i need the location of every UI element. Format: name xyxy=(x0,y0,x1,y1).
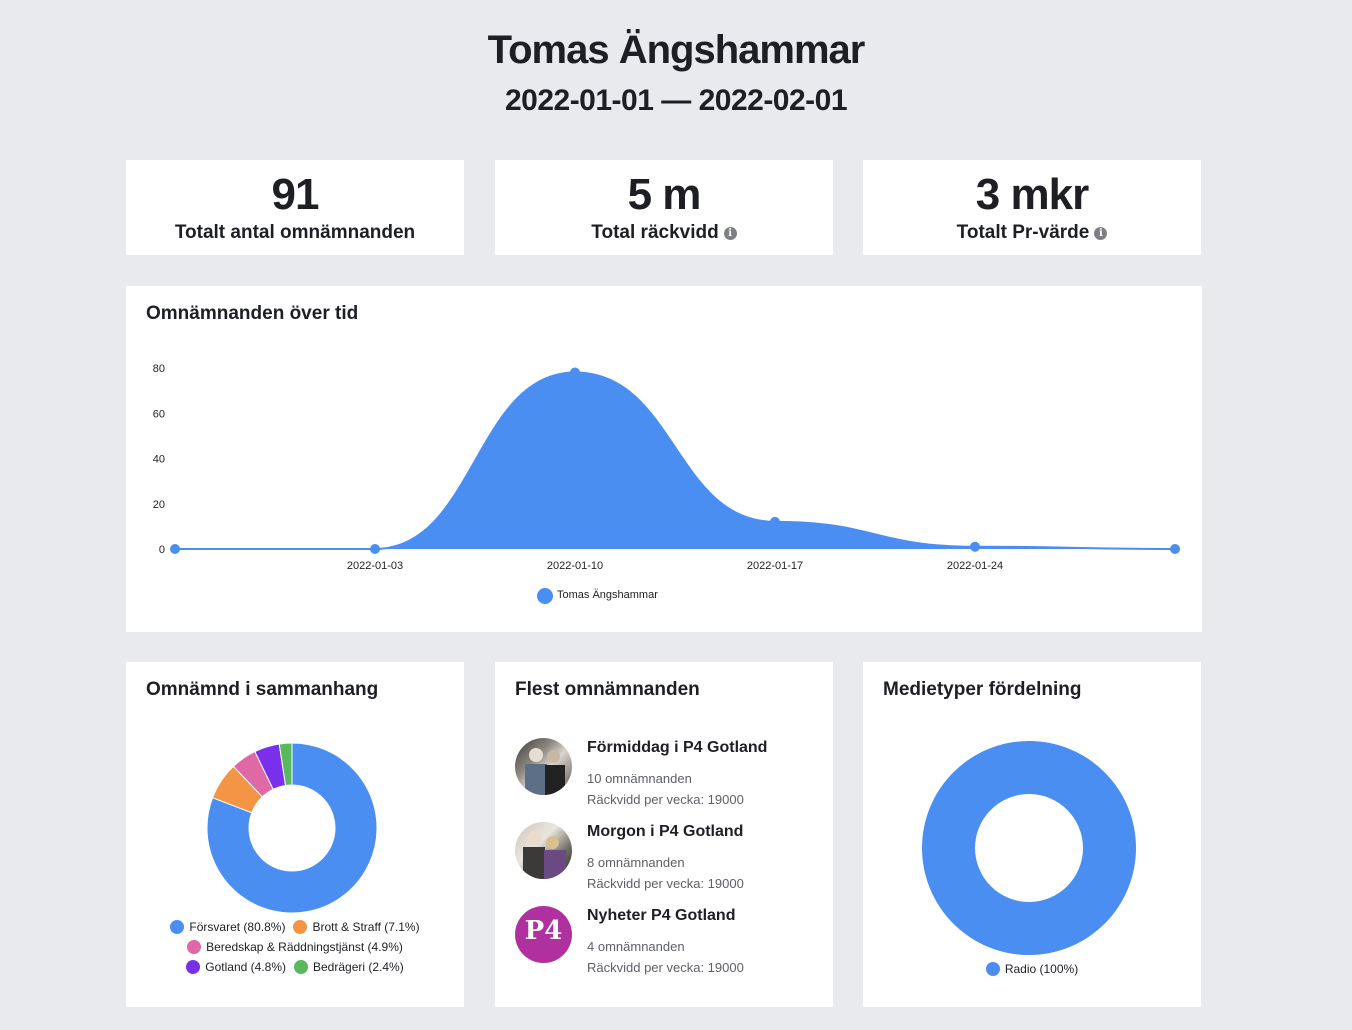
context-legend: Försvaret (80.8%) Brott & Straff (7.1%) Be… xyxy=(126,920,464,980)
kpi-card-mentions: 91 Totalt antal omnämnanden xyxy=(126,160,464,255)
y-tick-label: 60 xyxy=(153,408,165,420)
context-donut-chart xyxy=(206,742,378,914)
legend-marker xyxy=(186,960,201,974)
legend-marker xyxy=(985,962,1000,976)
data-point[interactable] xyxy=(970,541,980,552)
media-item[interactable]: P4 Nyheter P4 Gotland 4 omnämnanden Räckv… xyxy=(515,906,744,978)
x-tick-label: 2022-01-17 xyxy=(747,560,803,572)
media-name[interactable]: Nyheter P4 Gotland xyxy=(587,907,736,924)
legend-marker xyxy=(170,920,185,934)
media-item[interactable]: Morgon i P4 Gotland 8 omnämnanden Räckvid… xyxy=(515,822,744,894)
kpi-label-reach: Total räckvidd xyxy=(591,222,719,243)
media-count: 10 omnämnanden xyxy=(587,771,692,786)
kpi-label-mentions: Totalt antal omnämnanden xyxy=(174,222,416,243)
legend-item[interactable]: Bedrägeri (2.4%) xyxy=(294,960,404,974)
y-tick-label: 80 xyxy=(153,363,165,375)
media-avatar xyxy=(515,822,572,879)
legend-label[interactable]: Tomas Ängshammar xyxy=(557,589,658,601)
series-area xyxy=(175,372,1175,549)
kpi-value-mentions: 91 xyxy=(271,170,320,219)
legend-label: Brott & Straff (7.1%) xyxy=(312,920,420,934)
data-point[interactable] xyxy=(570,367,580,378)
legend-label: Gotland (4.8%) xyxy=(205,960,286,974)
y-tick-label: 40 xyxy=(153,454,165,466)
context-title: Omnämnd i sammanhang xyxy=(146,679,379,700)
legend-item[interactable]: Gotland (4.8%) xyxy=(186,960,286,974)
x-tick-label: 2022-01-10 xyxy=(547,560,603,572)
media-count: 8 omnämnanden xyxy=(587,855,685,870)
media-types-title: Medietyper fördelning xyxy=(883,679,1082,700)
media-types-donut-chart xyxy=(922,741,1136,955)
media-avatar xyxy=(515,738,572,795)
data-point[interactable] xyxy=(770,516,780,527)
legend-marker[interactable] xyxy=(537,588,553,604)
legend-row: Beredskap & Räddningstjänst (4.9%) xyxy=(126,940,464,954)
info-icon[interactable]: i xyxy=(1094,226,1108,240)
legend-row: Försvaret (80.8%) Brott & Straff (7.1%) xyxy=(126,920,464,934)
legend-marker xyxy=(294,960,308,974)
x-tick-label: 2022-01-03 xyxy=(347,560,403,572)
kpi-value-reach: 5 m xyxy=(627,170,702,219)
legend-marker xyxy=(293,920,308,934)
data-point[interactable] xyxy=(1170,544,1180,554)
kpi-value-pr: 3 mkr xyxy=(975,170,1089,219)
legend-item[interactable]: Beredskap & Räddningstjänst (4.9%) xyxy=(187,940,403,954)
top-media-card: Flest omnämnanden Förmiddag i P4 Gotland… xyxy=(495,662,833,1007)
media-types-card: Medietyper fördelning Radio (100%) xyxy=(863,662,1201,1007)
media-name[interactable]: Förmiddag i P4 Gotland xyxy=(587,739,768,756)
timeline-chart: 0 20 40 60 80 2022-01-03 2022-01-10 2022-01-17 2… xyxy=(153,363,1180,604)
kpi-card-reach: 5 m Total räckvidd i xyxy=(495,160,833,255)
timeline-title: Omnämnanden över tid xyxy=(146,303,359,324)
x-tick-label: 2022-01-24 xyxy=(947,560,1003,572)
context-card: Omnämnd i sammanhang Försvaret (80.8%) Br… xyxy=(126,662,464,1007)
media-reach: Räckvidd per vecka: 19000 xyxy=(587,960,744,975)
donut-slice[interactable] xyxy=(922,741,1136,955)
legend-label: Bedrägeri (2.4%) xyxy=(313,960,404,974)
legend-label: Beredskap & Räddningstjänst (4.9%) xyxy=(206,940,403,954)
info-icon[interactable]: i xyxy=(723,226,737,240)
page-title: Tomas Ängshammar xyxy=(487,28,866,72)
media-types-legend: Radio (100%) xyxy=(863,962,1201,982)
y-tick-label: 0 xyxy=(159,544,165,556)
p4-logo: P4 xyxy=(515,906,572,963)
legend-item[interactable]: Radio (100%) xyxy=(985,962,1079,976)
legend-row: Gotland (4.8%) Bedrägeri (2.4%) xyxy=(126,960,464,974)
media-count: 4 omnämnanden xyxy=(587,939,685,954)
legend-marker xyxy=(187,940,202,954)
media-reach: Räckvidd per vecka: 19000 xyxy=(587,792,744,807)
data-point[interactable] xyxy=(370,544,380,554)
kpi-label-pr: Totalt Pr-värde xyxy=(956,222,1090,243)
series-line xyxy=(175,371,1176,550)
media-item[interactable]: Förmiddag i P4 Gotland 10 omnämnanden Räc… xyxy=(515,738,767,810)
legend-item[interactable]: Försvaret (80.8%) xyxy=(170,920,285,934)
media-name[interactable]: Morgon i P4 Gotland xyxy=(587,823,744,840)
kpi-card-pr-value: 3 mkr Totalt Pr-värde i xyxy=(863,160,1201,255)
date-range: 2022-01-01 — 2022-02-01 xyxy=(504,84,848,117)
media-reach: Räckvidd per vecka: 19000 xyxy=(587,876,744,891)
legend-label: Radio (100%) xyxy=(1004,962,1079,976)
data-point[interactable] xyxy=(170,544,180,554)
timeline-card: Omnämnanden över tid 0 20 40 60 80 2022-01-03… xyxy=(126,286,1202,632)
legend-row: Radio (100%) xyxy=(863,962,1201,976)
donut-slice[interactable] xyxy=(278,742,293,787)
legend-label: Försvaret (80.8%) xyxy=(189,920,286,934)
top-media-title: Flest omnämnanden xyxy=(515,679,700,700)
legend-item[interactable]: Brott & Straff (7.1%) xyxy=(293,920,420,934)
p4-logo-text: P4 xyxy=(524,915,563,946)
donut-slice[interactable] xyxy=(206,742,378,914)
y-tick-label: 20 xyxy=(153,499,165,511)
